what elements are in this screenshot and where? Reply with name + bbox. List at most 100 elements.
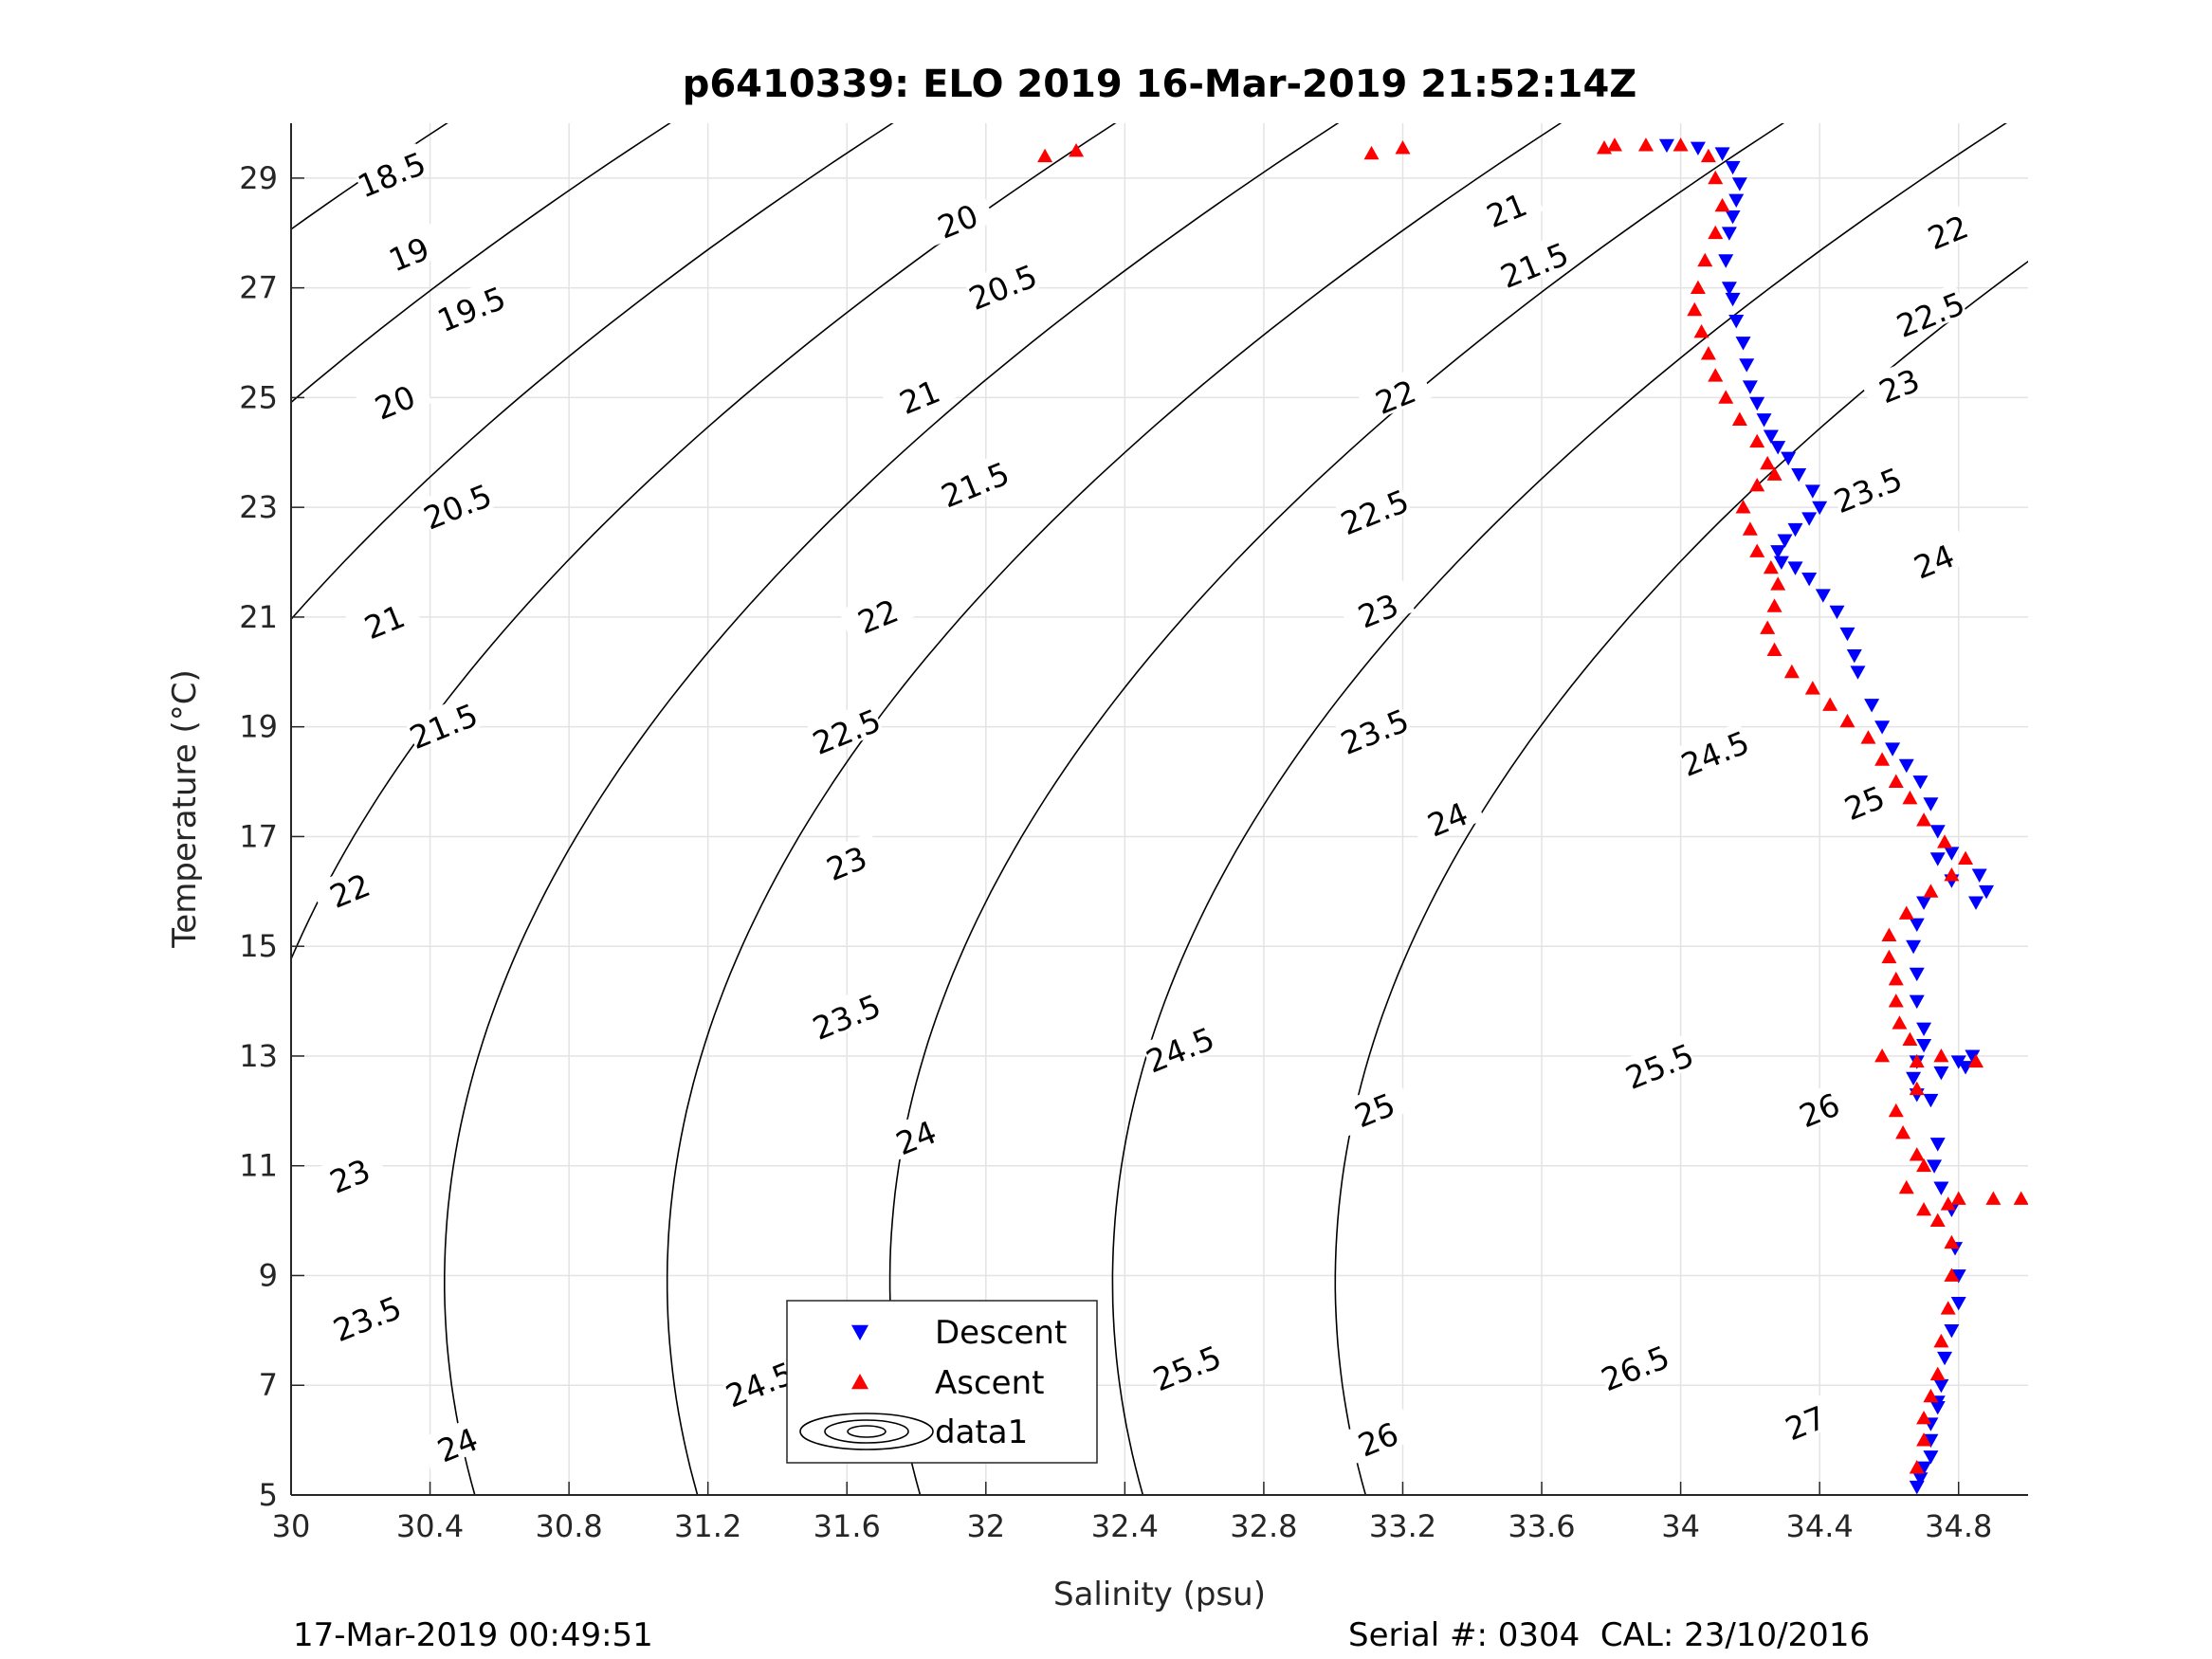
ascent-point	[1874, 752, 1891, 766]
chart-title: p6410339: ELO 2019 16-Mar-2019 21:52:14Z	[683, 63, 1637, 106]
descent-point	[1916, 896, 1932, 910]
descent-point	[1812, 501, 1828, 516]
ascent-point	[1839, 713, 1856, 728]
descent-point	[1909, 1480, 1925, 1495]
x-tick-label: 30	[272, 1508, 311, 1544]
contour-label-bg	[1619, 1034, 1697, 1092]
x-axis-label: Salinity (psu)	[1053, 1576, 1266, 1613]
legend-ascent-label: Ascent	[935, 1364, 1044, 1402]
y-tick-label: 15	[239, 928, 278, 964]
contour-label-bg	[1894, 530, 1971, 588]
descent-point	[1906, 939, 1922, 955]
ascent-point	[1916, 1432, 1932, 1447]
descent-point	[1749, 396, 1765, 411]
contour-label-bg	[1495, 233, 1572, 291]
ascent-point	[1693, 323, 1709, 338]
descent-point	[1725, 292, 1741, 307]
isopycnal-line	[666, 123, 1563, 1495]
descent-point	[1929, 825, 1946, 839]
contour-label-bg	[1859, 354, 1937, 412]
contour-label-bg	[838, 585, 915, 643]
ascent-point	[1860, 730, 1876, 744]
descent-point	[1801, 512, 1818, 526]
x-tick-label: 31.6	[814, 1508, 881, 1544]
legend-contour-icon	[799, 1413, 934, 1450]
ascent-series	[1037, 137, 2028, 1474]
ascent-point	[1940, 1196, 1956, 1211]
descent-point	[1971, 868, 1987, 883]
ascent-point	[1888, 1103, 1904, 1118]
contour-label-bg	[880, 365, 957, 423]
descent-point	[1731, 177, 1747, 191]
contour-label-bg	[1825, 771, 1902, 830]
legend: Descent Ascent data1	[786, 1300, 1098, 1464]
ascent-point	[1637, 137, 1654, 152]
ascent-point	[1690, 280, 1706, 295]
ascent-point	[1916, 1410, 1932, 1425]
descent-point	[1909, 994, 1925, 1010]
descent-point	[1950, 1297, 1966, 1311]
y-tick-label: 13	[239, 1038, 278, 1074]
ascent-point	[1958, 850, 1974, 865]
contour-label-bg	[807, 700, 884, 757]
ascent-point	[1968, 1053, 1984, 1068]
isopycnal-line	[1334, 260, 2028, 1495]
contour-label-bg	[720, 1353, 797, 1411]
descent-point	[1937, 1351, 1953, 1366]
ascent-point	[1916, 1158, 1932, 1173]
contour-label-bg	[310, 1144, 387, 1202]
x-tick-label: 33.2	[1369, 1508, 1436, 1544]
ascent-point	[1673, 137, 1689, 152]
y-tick-label: 29	[239, 160, 278, 196]
x-tick-label: 32.4	[1091, 1508, 1159, 1544]
contour-label-bg	[1909, 200, 1985, 259]
descent-point	[1787, 561, 1803, 575]
descent-point	[1929, 1138, 1946, 1152]
ascent-point	[1929, 1212, 1946, 1227]
descent-point	[1846, 649, 1862, 664]
descent-point	[1912, 1472, 1929, 1486]
contour-label-bg	[1339, 1408, 1416, 1466]
descent-point	[1770, 441, 1786, 455]
descent-point	[1735, 337, 1751, 351]
ascent-point	[1937, 834, 1953, 848]
ascent-point	[1395, 140, 1411, 155]
contour-label-bg	[310, 859, 387, 917]
ascent-point	[1916, 812, 1932, 827]
descent-point	[1898, 758, 1914, 774]
contour-label-bg	[404, 694, 481, 753]
ascent-point	[1985, 1191, 2002, 1205]
descent-point	[1728, 314, 1745, 329]
descent-point	[1787, 522, 1803, 538]
contour-label-bg	[876, 1105, 954, 1164]
contour-label-bg	[356, 371, 432, 428]
ascent-point	[1708, 170, 1724, 185]
y-tick-label: 7	[259, 1367, 278, 1403]
legend-descent-marker	[851, 1324, 868, 1340]
ascent-point	[1700, 346, 1716, 360]
descent-point	[1756, 413, 1772, 428]
ascent-point	[1766, 598, 1782, 612]
contour-label-bg	[1891, 283, 1968, 341]
contour-label-bg	[1335, 700, 1412, 757]
descent-point	[1725, 160, 1741, 175]
contour-label-bg	[807, 831, 884, 889]
ascent-point	[1916, 1202, 1932, 1216]
contour-label-bg	[1147, 1337, 1224, 1395]
ascent-point	[1895, 1124, 1911, 1139]
ascent-point	[1731, 411, 1747, 426]
ascent-point	[1742, 521, 1758, 536]
isopycnal-line	[444, 123, 1340, 1495]
descent-point	[1929, 1400, 1946, 1415]
ascent-point	[1037, 148, 1053, 163]
ascent-point	[1888, 971, 1904, 986]
descent-point	[1912, 775, 1929, 790]
ascent-point	[1697, 252, 1713, 267]
contour-label-bg	[369, 223, 447, 281]
ascent-point	[1944, 1234, 1960, 1249]
contour-label-bg	[352, 143, 429, 201]
ascent-point	[1606, 137, 1622, 152]
descent-point	[1718, 254, 1734, 268]
contour-label: 23	[1339, 579, 1416, 637]
